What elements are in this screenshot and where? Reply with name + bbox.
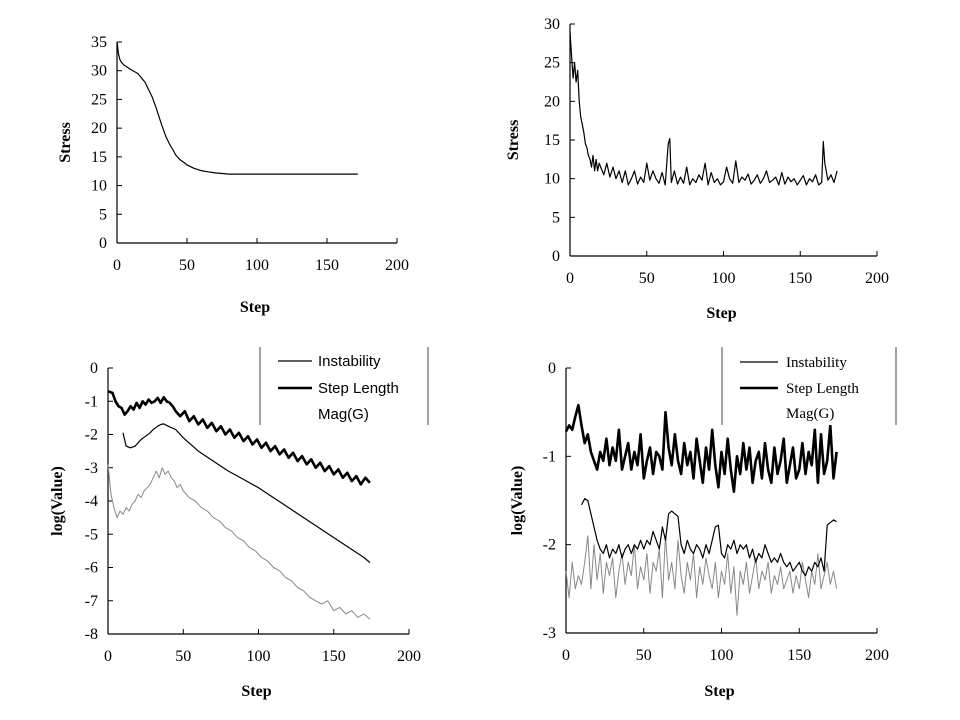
x-tick-label: 100 <box>710 647 734 664</box>
y-tick-label: 15 <box>91 149 107 166</box>
x-tick-label: 200 <box>385 257 409 274</box>
x-tick-label: 150 <box>322 648 346 665</box>
x-tick-label: 50 <box>175 648 191 665</box>
legend-label: Step Length <box>318 380 399 397</box>
legend: Instability Step Length Mag(G) <box>259 347 429 425</box>
y-tick-label: -1 <box>85 393 98 410</box>
x-axis-label: Step <box>241 683 271 700</box>
x-tick-label: 50 <box>179 257 195 274</box>
x-axis-label: Step <box>706 305 736 322</box>
x-tick-label: 200 <box>397 648 421 665</box>
x-tick-label: 100 <box>245 257 269 274</box>
chart-panel-4: 0 50 100 150 200 -3 -2 -1 0 Step log(Value) Instabi… <box>509 347 897 700</box>
y-tick-label: 0 <box>90 360 98 377</box>
series-line-mag-g <box>565 535 838 616</box>
series-line-step-length <box>564 403 838 494</box>
legend-background <box>260 347 428 425</box>
y-tick-label: 30 <box>544 16 560 33</box>
y-axis-label: log(Value) <box>49 466 66 536</box>
y-tick-label: 30 <box>91 63 107 80</box>
y-tick-label: 10 <box>91 178 107 195</box>
legend-label: Mag(G) <box>318 406 369 423</box>
legend-label: Step Length <box>786 381 859 397</box>
y-tick-label: 20 <box>91 120 107 137</box>
chart-panel-1: 0 50 100 150 200 0 5 10 15 20 25 30 35 Step Stress <box>57 34 409 316</box>
y-tick-label: -1 <box>543 448 556 465</box>
x-tick-label: 0 <box>566 270 574 287</box>
series-line-stress <box>569 31 838 186</box>
y-tick-label: -3 <box>85 460 98 477</box>
y-tick-label: -2 <box>85 427 98 444</box>
y-tick-label: -4 <box>85 493 98 510</box>
x-tick-label: 200 <box>865 647 889 664</box>
x-tick-label: 50 <box>636 647 652 664</box>
y-tick-label: 20 <box>544 93 560 110</box>
y-tick-label: 0 <box>99 235 107 252</box>
y-tick-label: -6 <box>85 560 98 577</box>
x-tick-label: 0 <box>113 257 121 274</box>
x-tick-label: 200 <box>865 270 889 287</box>
series-line-instability <box>580 498 837 577</box>
y-tick-label: 25 <box>544 55 560 72</box>
x-axis-label: Step <box>704 683 734 700</box>
legend-label: Mag(G) <box>786 406 834 422</box>
y-axis-label: log(Value) <box>509 466 526 536</box>
y-tick-label: 10 <box>544 171 560 188</box>
x-tick-label: 150 <box>788 270 812 287</box>
x-tick-label: 150 <box>787 647 811 664</box>
series-line-step-length <box>107 390 371 486</box>
y-tick-label: -3 <box>543 625 556 642</box>
legend-background <box>722 347 896 425</box>
y-axis-label: Stress <box>505 120 522 161</box>
y-tick-label: -5 <box>85 526 98 543</box>
legend: Instability Step Length Mag(G) <box>721 347 897 425</box>
y-tick-label: 15 <box>544 132 560 149</box>
y-tick-label: -8 <box>85 626 98 643</box>
x-axis-label: Step <box>240 299 270 316</box>
y-tick-label: -7 <box>85 593 98 610</box>
chart-panel-2: 0 50 100 150 200 0 5 10 15 20 25 30 Step Stress <box>505 16 889 322</box>
series-line-mag-g <box>107 464 371 620</box>
legend-label: Instability <box>786 355 847 371</box>
y-tick-label: 5 <box>552 209 560 226</box>
x-tick-label: 0 <box>104 648 112 665</box>
x-tick-label: 100 <box>247 648 271 665</box>
series-line-stress <box>116 41 358 175</box>
series-line-instability <box>122 423 371 563</box>
x-tick-label: 0 <box>562 647 570 664</box>
y-tick-label: -2 <box>543 537 556 554</box>
y-tick-label: 35 <box>91 34 107 51</box>
y-tick-label: 0 <box>552 248 560 265</box>
x-tick-label: 50 <box>639 270 655 287</box>
y-tick-label: 0 <box>548 360 556 377</box>
chart-panel-3: 0 50 100 150 200 -8 -7 -6 -5 -4 -3 -2 -1 0 Step log(Val… <box>49 347 429 700</box>
y-axis-label: Stress <box>57 122 74 163</box>
y-tick-label: 5 <box>99 206 107 223</box>
y-tick-label: 25 <box>91 91 107 108</box>
x-tick-label: 100 <box>712 270 736 287</box>
x-tick-label: 150 <box>315 257 339 274</box>
legend-label: Instability <box>318 353 381 370</box>
